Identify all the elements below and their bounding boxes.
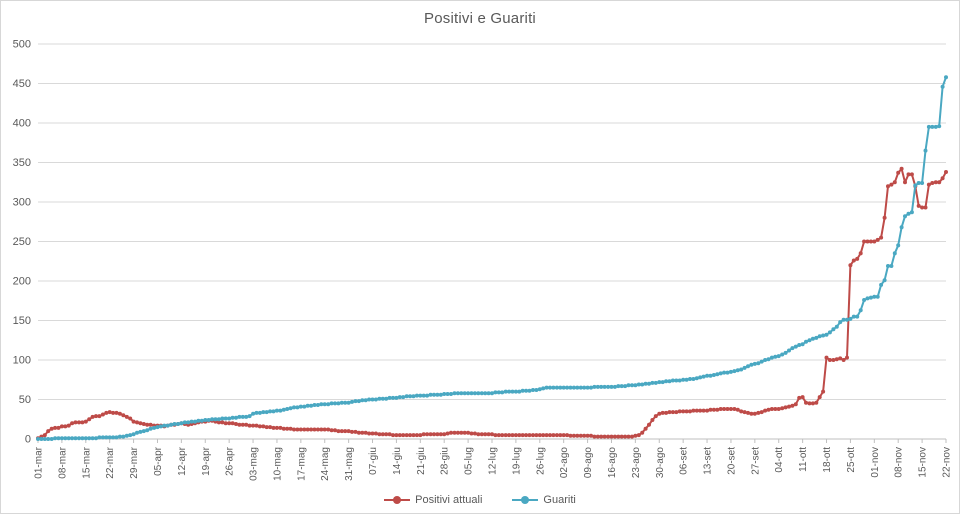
svg-text:500: 500	[13, 39, 31, 51]
legend-item-guariti: Guariti	[512, 494, 576, 506]
chart-title: Positivi e Guariti	[424, 10, 536, 27]
svg-text:400: 400	[13, 118, 31, 130]
svg-text:28-giu: 28-giu	[440, 447, 451, 475]
svg-text:22-nov: 22-nov	[942, 447, 953, 478]
y-gridlines	[38, 43, 946, 440]
svg-text:08-mar: 08-mar	[57, 446, 68, 478]
svg-text:01-nov: 01-nov	[870, 447, 881, 478]
svg-text:02-ago: 02-ago	[559, 447, 570, 479]
svg-text:05-lug: 05-lug	[464, 447, 475, 475]
svg-text:12-apr: 12-apr	[177, 446, 188, 476]
svg-text:15-mar: 15-mar	[81, 446, 92, 478]
x-axis-ticks	[37, 439, 947, 443]
svg-text:13-set: 13-set	[703, 447, 714, 475]
svg-text:21-giu: 21-giu	[416, 447, 427, 475]
svg-text:450: 450	[13, 78, 31, 90]
svg-text:24-mag: 24-mag	[320, 447, 331, 481]
svg-text:200: 200	[13, 276, 31, 288]
svg-text:27-set: 27-set	[750, 447, 761, 475]
legend-label-guariti: Guariti	[543, 494, 576, 506]
svg-text:250: 250	[13, 236, 31, 248]
svg-text:06-set: 06-set	[679, 447, 690, 475]
svg-text:17-mag: 17-mag	[296, 447, 307, 481]
svg-text:100: 100	[13, 355, 31, 367]
svg-text:25-ott: 25-ott	[846, 447, 857, 473]
svg-text:07-giu: 07-giu	[368, 447, 379, 475]
svg-text:26-lug: 26-lug	[535, 447, 546, 475]
teal-line-marker-icon	[512, 496, 539, 505]
svg-text:10-mag: 10-mag	[272, 447, 283, 481]
svg-text:20-set: 20-set	[726, 447, 737, 475]
red-line-marker-icon	[384, 496, 411, 505]
svg-text:19-apr: 19-apr	[201, 446, 212, 476]
svg-text:15-nov: 15-nov	[918, 447, 929, 478]
svg-text:29-mar: 29-mar	[129, 446, 140, 478]
series-guariti	[36, 75, 948, 441]
svg-text:350: 350	[13, 157, 31, 169]
svg-text:01-mar: 01-mar	[34, 446, 45, 478]
svg-text:300: 300	[13, 197, 31, 209]
svg-text:31-mag: 31-mag	[344, 447, 355, 481]
svg-text:18-ott: 18-ott	[822, 447, 833, 473]
svg-text:12-lug: 12-lug	[488, 447, 499, 475]
y-axis-labels: 0 50 100 150 200 250 300 350 400 450 500	[13, 39, 31, 446]
svg-text:23-ago: 23-ago	[631, 447, 642, 479]
svg-text:05-apr: 05-apr	[153, 446, 164, 476]
svg-text:08-nov: 08-nov	[894, 447, 905, 478]
svg-text:03-mag: 03-mag	[249, 447, 260, 481]
svg-text:150: 150	[13, 315, 31, 327]
svg-text:04-ott: 04-ott	[774, 447, 785, 473]
legend-item-positivi-attuali: Positivi attuali	[384, 494, 482, 506]
x-axis-labels: 01-mar 08-mar 15-mar 22-mar 29-mar 05-apr 12-a…	[34, 446, 953, 481]
svg-text:22-mar: 22-mar	[105, 446, 116, 478]
svg-text:14-giu: 14-giu	[392, 447, 403, 475]
svg-text:09-ago: 09-ago	[583, 447, 594, 479]
svg-text:19-lug: 19-lug	[511, 447, 522, 475]
svg-text:16-ago: 16-ago	[607, 447, 618, 479]
svg-text:0: 0	[25, 434, 31, 446]
svg-text:30-ago: 30-ago	[655, 447, 666, 479]
svg-text:11-ott: 11-ott	[798, 447, 809, 472]
legend-label-positivi-attuali: Positivi attuali	[415, 494, 483, 506]
svg-text:26-apr: 26-apr	[225, 446, 236, 476]
svg-text:50: 50	[19, 394, 31, 406]
chart-legend: Positivi attuali Guariti	[1, 494, 959, 506]
